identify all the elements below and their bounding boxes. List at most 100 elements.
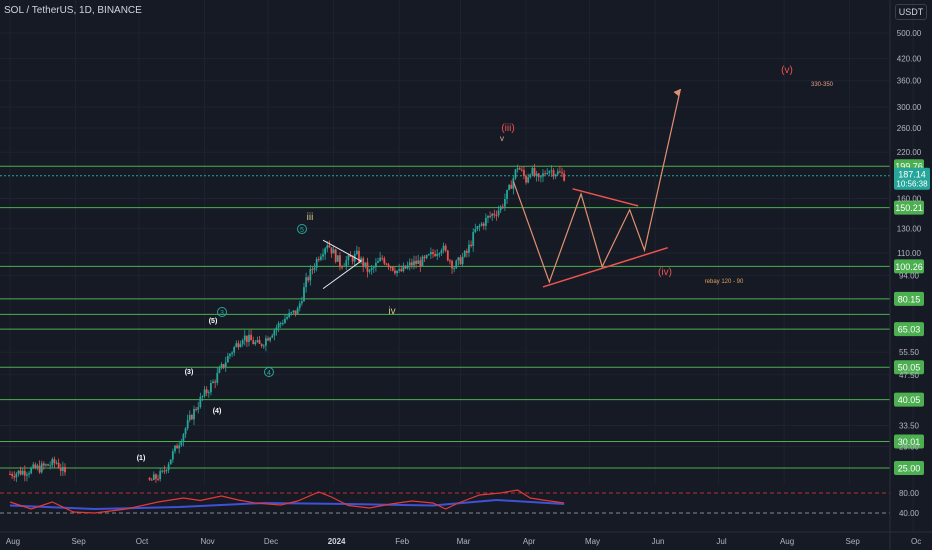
candle-body bbox=[427, 254, 430, 256]
candle-body bbox=[165, 470, 168, 472]
candle-body bbox=[197, 407, 200, 410]
candle-body bbox=[300, 301, 303, 304]
candle-body bbox=[465, 250, 468, 253]
candle-body bbox=[237, 343, 240, 348]
candle-body bbox=[489, 215, 492, 217]
candle-body bbox=[155, 474, 157, 479]
triangle-lower-line bbox=[542, 246, 668, 288]
candle-body bbox=[334, 249, 337, 262]
candle-body bbox=[362, 258, 365, 267]
candle-body bbox=[17, 470, 20, 474]
price-axis-tick: 94.00 bbox=[899, 272, 920, 281]
candle-body bbox=[157, 478, 159, 480]
candle-body bbox=[9, 473, 11, 475]
candle-body bbox=[252, 340, 255, 345]
candle-body bbox=[501, 206, 504, 208]
candle-body bbox=[442, 245, 445, 251]
time-axis-tick: Apr bbox=[523, 537, 536, 546]
candle-body bbox=[243, 335, 246, 341]
candle-body bbox=[199, 396, 202, 408]
candle-body bbox=[546, 173, 549, 175]
candle-body bbox=[389, 267, 392, 269]
time-axis-tick: Aug bbox=[6, 537, 20, 546]
candle-body bbox=[457, 257, 460, 261]
currency-selector[interactable]: USDT bbox=[895, 4, 927, 20]
candle-body bbox=[262, 345, 265, 347]
candle-body bbox=[351, 256, 354, 262]
candle-body bbox=[370, 268, 373, 271]
price-axis-tick: 160.00 bbox=[897, 194, 922, 203]
candle-body bbox=[288, 312, 291, 318]
candle-body bbox=[358, 250, 360, 262]
candle-body bbox=[239, 344, 242, 348]
candle-body bbox=[152, 474, 155, 480]
candle-body bbox=[476, 226, 479, 230]
consolidation-triangle bbox=[322, 239, 363, 290]
candle-body bbox=[554, 174, 557, 177]
price-axis-tick: 500.00 bbox=[897, 29, 922, 38]
candle-body bbox=[324, 248, 327, 255]
rsi-level-label: 40.00 bbox=[899, 509, 920, 518]
candle-body bbox=[415, 260, 417, 264]
candle-body bbox=[429, 252, 432, 255]
candle-body bbox=[339, 255, 341, 267]
candle-body bbox=[161, 470, 164, 472]
candle-body bbox=[508, 184, 511, 190]
candle-body bbox=[355, 250, 358, 254]
price-axis-tick: 360.00 bbox=[897, 77, 922, 86]
price-axis-tick: 420.00 bbox=[897, 54, 922, 63]
candle-body bbox=[320, 256, 322, 260]
candle-body bbox=[315, 259, 318, 268]
wave-iii-major-label: (iii) bbox=[501, 123, 514, 134]
projected-wave-path bbox=[512, 88, 682, 284]
level-price-tag bbox=[894, 392, 924, 407]
wave-iii-minor-label: iii bbox=[307, 212, 314, 223]
candle-body bbox=[36, 465, 39, 469]
candle-body bbox=[548, 171, 551, 174]
candle-body bbox=[413, 260, 415, 266]
symbol-title[interactable]: SOL / TetherUS, 1D, BINANCE bbox=[4, 5, 142, 16]
candle-body bbox=[516, 168, 519, 170]
time-axis-tick: Feb bbox=[395, 537, 409, 546]
candle-body bbox=[23, 470, 26, 476]
candle-body bbox=[279, 323, 282, 325]
circled-5-label-circle bbox=[297, 224, 307, 234]
candle-body bbox=[417, 260, 420, 264]
candle-body bbox=[53, 459, 56, 464]
candle-body bbox=[330, 247, 333, 254]
circled-4-label: 4 bbox=[267, 370, 271, 377]
candle-body bbox=[256, 340, 259, 343]
candle-body bbox=[366, 262, 369, 272]
candle-body bbox=[408, 262, 411, 266]
candle-body bbox=[273, 330, 276, 336]
candle-body bbox=[180, 441, 183, 446]
projection-arrowhead bbox=[673, 89, 681, 97]
circled-4-label-circle bbox=[264, 367, 274, 377]
level-price-label: 25.00 bbox=[898, 464, 921, 474]
price-axis-tick: 260.00 bbox=[897, 124, 922, 133]
level-price-label: 50.05 bbox=[898, 363, 921, 373]
candle-body bbox=[544, 173, 546, 175]
candle-body bbox=[271, 335, 274, 338]
drawing-shapes bbox=[322, 88, 682, 290]
candle-body bbox=[28, 473, 30, 475]
candle-body bbox=[303, 287, 305, 302]
wave-v-minor-label: v bbox=[500, 134, 504, 143]
candle-body bbox=[13, 476, 16, 478]
candle-body bbox=[188, 414, 191, 420]
candle-body bbox=[432, 252, 434, 254]
candle-body bbox=[222, 364, 225, 368]
circled-5-label: 5 bbox=[300, 227, 304, 234]
candle-body bbox=[203, 389, 206, 397]
candle-body bbox=[167, 464, 170, 471]
candle-body bbox=[220, 364, 223, 369]
horizontal-levels bbox=[0, 165, 890, 469]
candle-body bbox=[446, 250, 449, 261]
candle-body bbox=[472, 232, 475, 247]
rsi-pane bbox=[0, 484, 890, 532]
candle-body bbox=[216, 372, 219, 383]
candle-body bbox=[233, 347, 236, 353]
candle-body bbox=[377, 261, 379, 263]
